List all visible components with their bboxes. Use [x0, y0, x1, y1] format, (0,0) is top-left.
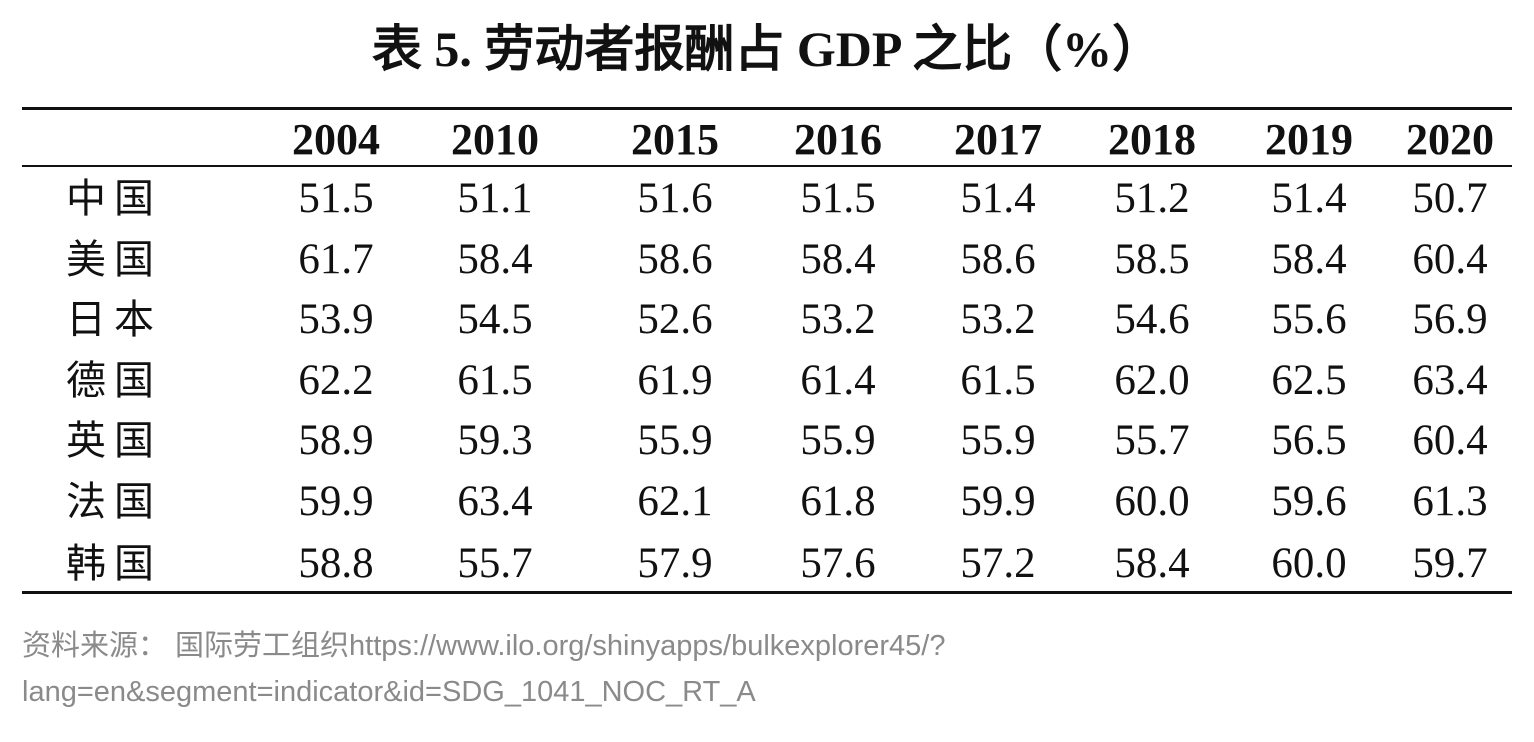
table-cell-value: 61.4 — [800, 357, 876, 404]
table-cell-value: 58.6 — [637, 236, 713, 283]
table-cell-value: 59.3 — [457, 417, 533, 464]
row-label-country: 中国 — [66, 176, 162, 222]
table-header-rule — [22, 165, 1512, 167]
table-cell-value: 58.6 — [960, 236, 1036, 283]
table-cell-value: 63.4 — [457, 478, 533, 525]
table-cell-value: 51.1 — [457, 175, 533, 222]
source-line-1: 资料来源： 国际劳工组织https://www.ilo.org/shinyapp… — [22, 630, 946, 662]
table-cell-value: 58.8 — [298, 540, 374, 587]
row-label-country: 德国 — [66, 358, 162, 404]
table-cell-value: 55.9 — [800, 417, 876, 464]
page-title: 表 5. 劳动者报酬占 GDP 之比（%） — [371, 21, 1163, 77]
table-cell-value: 61.9 — [637, 357, 713, 404]
column-header-year: 2020 — [1406, 115, 1494, 164]
table-cell-value: 57.6 — [800, 540, 876, 587]
table-cell-value: 58.4 — [457, 236, 533, 283]
table-cell-value: 62.0 — [1114, 357, 1190, 404]
table-cell-value: 57.2 — [960, 540, 1036, 587]
table-cell-value: 54.6 — [1114, 296, 1190, 343]
table-cell-value: 59.9 — [298, 478, 374, 525]
column-header-year: 2015 — [631, 115, 719, 164]
table-cell-value: 60.4 — [1412, 236, 1488, 283]
table-cell-value: 55.9 — [637, 417, 713, 464]
table-cell-value: 59.6 — [1271, 478, 1347, 525]
column-header-year: 2017 — [954, 115, 1042, 164]
table-cell-value: 58.4 — [1114, 540, 1190, 587]
table-cell-value: 56.9 — [1412, 296, 1488, 343]
table-cell-value: 61.7 — [298, 236, 374, 283]
table-cell-value: 51.5 — [298, 175, 374, 222]
table-cell-value: 53.9 — [298, 296, 374, 343]
row-label-country: 日本 — [66, 297, 162, 343]
table-cell-value: 53.2 — [960, 296, 1036, 343]
table-cell-value: 51.2 — [1114, 175, 1190, 222]
table-cell-value: 61.5 — [960, 357, 1036, 404]
table-cell-value: 62.5 — [1271, 357, 1347, 404]
row-label-country: 英国 — [66, 418, 162, 464]
column-header-year: 2010 — [451, 115, 539, 164]
column-header-year: 2016 — [794, 115, 882, 164]
table-cell-value: 60.4 — [1412, 417, 1488, 464]
table-cell-value: 59.7 — [1412, 540, 1488, 587]
table-cell-value: 63.4 — [1412, 357, 1488, 404]
row-label-country: 美国 — [66, 237, 162, 283]
table-cell-value: 59.9 — [960, 478, 1036, 525]
table-cell-value: 61.3 — [1412, 478, 1488, 525]
column-header-year: 2019 — [1265, 115, 1353, 164]
table-cell-value: 58.4 — [800, 236, 876, 283]
table-cell-value: 60.0 — [1271, 540, 1347, 587]
table-cell-value: 55.7 — [1114, 417, 1190, 464]
table-top-rule — [22, 107, 1512, 110]
table-cell-value: 58.9 — [298, 417, 374, 464]
column-header-year: 2018 — [1108, 115, 1196, 164]
table-cell-value: 55.9 — [960, 417, 1036, 464]
table-cell-value: 53.2 — [800, 296, 876, 343]
table-cell-value: 62.1 — [637, 478, 713, 525]
table-cell-value: 51.5 — [800, 175, 876, 222]
table-cell-value: 60.0 — [1114, 478, 1190, 525]
column-header-year: 2004 — [292, 115, 380, 164]
table-cell-value: 58.4 — [1271, 236, 1347, 283]
table-cell-value: 52.6 — [637, 296, 713, 343]
table-cell-value: 51.6 — [637, 175, 713, 222]
table-cell-value: 51.4 — [960, 175, 1036, 222]
table-cell-value: 54.5 — [457, 296, 533, 343]
table-cell-value: 55.7 — [457, 540, 533, 587]
table-cell-value: 55.6 — [1271, 296, 1347, 343]
table-cell-value: 57.9 — [637, 540, 713, 587]
table-cell-value: 62.2 — [298, 357, 374, 404]
row-label-country: 韩国 — [66, 541, 162, 587]
table-cell-value: 56.5 — [1271, 417, 1347, 464]
row-label-country: 法国 — [66, 479, 162, 525]
source-line-2: lang=en&segment=indicator&id=SDG_1041_NO… — [22, 676, 756, 708]
table-cell-value: 58.5 — [1114, 236, 1190, 283]
table-cell-value: 61.8 — [800, 478, 876, 525]
table-cell-value: 61.5 — [457, 357, 533, 404]
table-cell-value: 50.7 — [1412, 175, 1488, 222]
table-bottom-rule — [22, 591, 1512, 594]
table-cell-value: 51.4 — [1271, 175, 1347, 222]
